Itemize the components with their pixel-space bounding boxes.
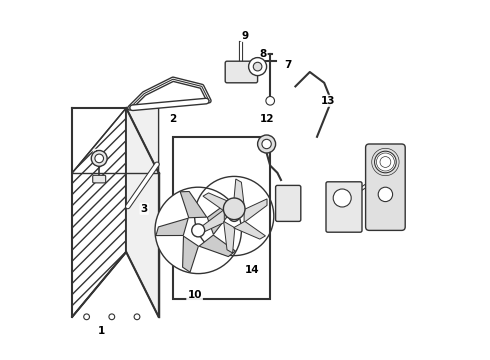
Circle shape <box>266 96 274 105</box>
Text: 12: 12 <box>259 114 274 124</box>
FancyBboxPatch shape <box>366 144 405 230</box>
Text: 4: 4 <box>335 186 343 196</box>
Circle shape <box>333 189 351 207</box>
Circle shape <box>84 314 90 320</box>
FancyBboxPatch shape <box>275 185 301 221</box>
Circle shape <box>378 187 392 202</box>
Circle shape <box>134 314 140 320</box>
Polygon shape <box>156 218 188 235</box>
Text: 1: 1 <box>98 326 105 336</box>
Text: 7: 7 <box>285 60 292 70</box>
Polygon shape <box>234 179 245 211</box>
Circle shape <box>229 211 240 221</box>
Text: 5: 5 <box>94 150 101 160</box>
Circle shape <box>95 154 103 163</box>
Circle shape <box>258 135 275 153</box>
Text: 10: 10 <box>187 290 202 300</box>
FancyBboxPatch shape <box>326 182 362 232</box>
FancyBboxPatch shape <box>225 61 258 83</box>
Polygon shape <box>244 199 267 222</box>
Text: 2: 2 <box>170 114 176 124</box>
Text: 11: 11 <box>281 193 295 203</box>
Circle shape <box>223 198 245 220</box>
FancyBboxPatch shape <box>93 175 106 183</box>
Text: 8: 8 <box>259 49 267 59</box>
Polygon shape <box>207 201 232 234</box>
Text: 3: 3 <box>141 204 148 214</box>
Text: 14: 14 <box>245 265 260 275</box>
Circle shape <box>374 151 396 173</box>
Polygon shape <box>126 108 159 317</box>
Polygon shape <box>183 236 198 272</box>
Text: 13: 13 <box>320 96 335 106</box>
Polygon shape <box>203 193 235 211</box>
Text: 6: 6 <box>389 186 396 196</box>
Polygon shape <box>180 192 207 218</box>
Text: 9: 9 <box>242 31 248 41</box>
Circle shape <box>253 62 262 71</box>
Polygon shape <box>72 108 126 317</box>
Circle shape <box>91 150 107 166</box>
Circle shape <box>155 187 242 274</box>
Circle shape <box>248 58 267 76</box>
Polygon shape <box>199 235 235 257</box>
Polygon shape <box>234 221 266 239</box>
Circle shape <box>262 139 271 149</box>
Polygon shape <box>223 221 235 253</box>
Circle shape <box>192 224 205 237</box>
Circle shape <box>109 314 115 320</box>
Polygon shape <box>201 210 224 233</box>
